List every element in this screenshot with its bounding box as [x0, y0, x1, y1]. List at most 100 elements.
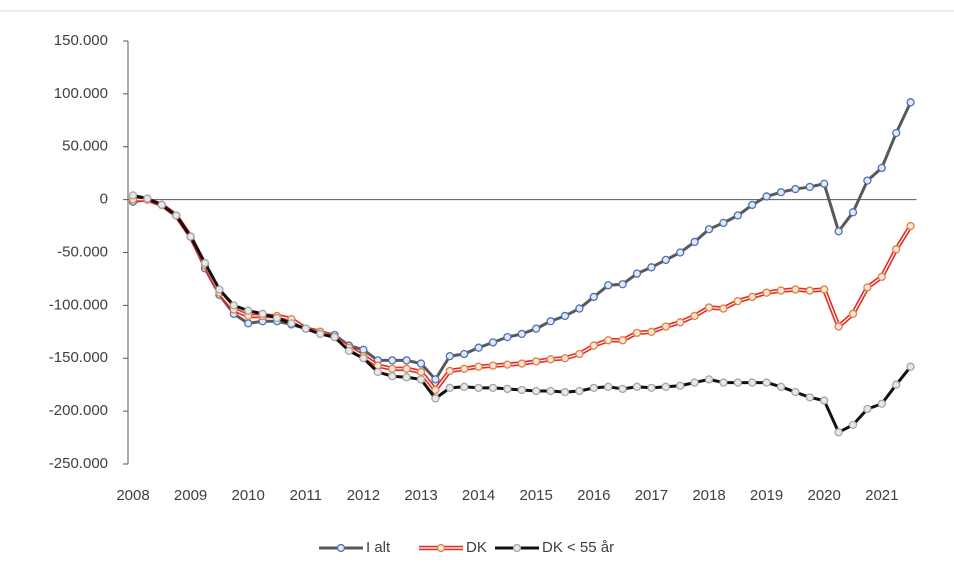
marker — [532, 324, 541, 333]
marker — [460, 349, 469, 359]
marker — [316, 329, 325, 339]
x-tick-label: 2016 — [577, 487, 610, 504]
y-tick-label: -100.000 — [49, 296, 108, 313]
marker — [402, 364, 411, 373]
marker — [762, 288, 771, 297]
x-tick-label: 2013 — [404, 487, 437, 504]
marker — [330, 332, 339, 342]
marker — [128, 191, 138, 200]
x-tick-label: 2020 — [808, 487, 841, 504]
marker — [416, 359, 426, 368]
marker — [546, 317, 555, 326]
marker — [488, 338, 498, 347]
x-tick-label: 2017 — [635, 487, 668, 504]
marker — [820, 396, 829, 405]
marker — [704, 375, 714, 384]
marker — [776, 382, 786, 391]
y-tick-label: -250.000 — [49, 455, 108, 472]
marker — [647, 383, 656, 393]
marker — [589, 341, 598, 350]
marker — [532, 357, 541, 366]
marker — [690, 378, 699, 387]
marker — [416, 375, 426, 384]
marker — [805, 182, 814, 192]
y-tick-label: 150.000 — [54, 32, 108, 49]
marker — [460, 364, 469, 373]
marker — [820, 285, 829, 294]
x-tick-label: 2011 — [290, 487, 322, 504]
marker — [632, 328, 642, 338]
marker — [719, 304, 728, 313]
marker — [791, 285, 800, 294]
marker — [488, 361, 498, 370]
marker — [575, 304, 584, 313]
marker — [632, 269, 642, 278]
marker — [373, 367, 382, 377]
marker — [244, 306, 253, 315]
marker — [416, 367, 426, 377]
marker — [474, 362, 483, 371]
marker — [200, 258, 210, 268]
marker — [834, 428, 843, 437]
marker — [791, 387, 800, 397]
legend-marker — [436, 543, 446, 553]
marker — [143, 194, 152, 203]
marker — [157, 200, 166, 210]
marker — [604, 336, 613, 345]
marker — [388, 364, 397, 373]
marker — [431, 385, 440, 395]
x-tick-label: 2014 — [462, 487, 495, 504]
marker — [474, 343, 483, 352]
y-tick-label: -50.000 — [57, 243, 108, 260]
marker — [402, 373, 411, 382]
marker — [661, 255, 670, 265]
marker — [834, 227, 843, 236]
marker — [676, 318, 685, 327]
marker — [618, 336, 627, 345]
legend-label: DK — [466, 539, 487, 556]
legend-marker — [512, 543, 522, 553]
marker — [287, 319, 296, 328]
marker — [229, 301, 238, 310]
y-tick-label: 100.000 — [54, 85, 108, 102]
marker — [661, 322, 670, 331]
marker — [834, 322, 843, 331]
x-tick-label: 2021 — [865, 487, 898, 504]
marker — [560, 387, 570, 397]
marker — [647, 263, 656, 272]
marker — [762, 378, 771, 387]
legend-marker — [336, 543, 346, 553]
marker — [344, 346, 354, 355]
marker — [272, 313, 282, 323]
marker — [186, 232, 195, 241]
x-tick-label: 2018 — [692, 487, 725, 504]
legend-label: I alt — [366, 539, 391, 556]
marker — [748, 292, 757, 302]
marker — [877, 399, 886, 408]
marker — [690, 311, 699, 321]
marker — [733, 378, 742, 387]
marker — [719, 218, 728, 228]
legend-label: DK < 55 år — [542, 539, 614, 556]
marker — [301, 324, 310, 333]
marker — [244, 319, 253, 328]
marker — [676, 248, 685, 257]
marker — [863, 404, 872, 414]
marker — [517, 359, 526, 368]
marker — [791, 184, 800, 194]
x-tick-label: 2010 — [232, 487, 265, 504]
marker — [820, 179, 829, 188]
marker — [906, 221, 915, 231]
marker — [632, 382, 642, 391]
marker — [762, 192, 771, 201]
marker — [589, 383, 598, 393]
marker — [848, 309, 858, 318]
marker — [474, 383, 483, 393]
marker — [445, 383, 454, 393]
marker — [877, 163, 886, 173]
marker — [604, 382, 613, 391]
marker — [575, 349, 584, 359]
marker — [560, 354, 570, 363]
marker — [589, 292, 598, 302]
